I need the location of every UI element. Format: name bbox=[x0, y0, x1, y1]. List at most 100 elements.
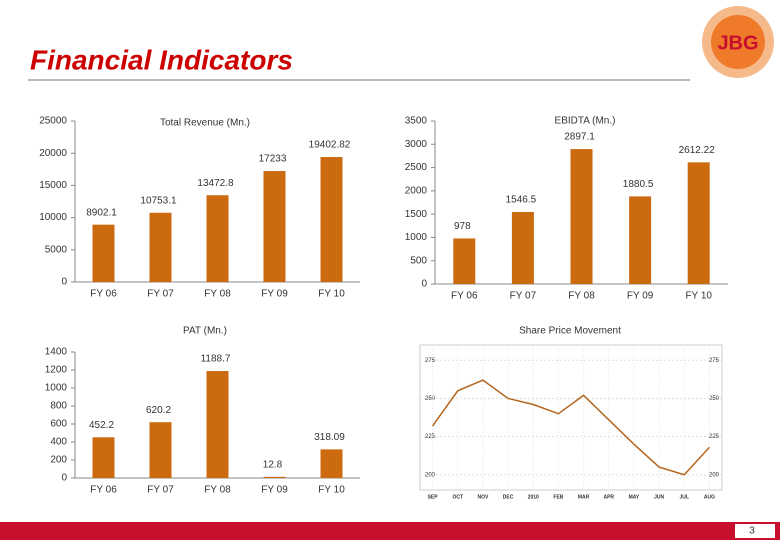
bar bbox=[263, 476, 286, 478]
y-tick-label-right: 225 bbox=[709, 434, 720, 440]
y-tick-label: 5000 bbox=[45, 244, 68, 255]
bar bbox=[570, 149, 593, 284]
y-tick-label-right: 275 bbox=[709, 358, 720, 364]
y-tick-label: 200 bbox=[425, 472, 436, 478]
y-tick-label: 15000 bbox=[39, 180, 67, 191]
value-label: 2897.1 bbox=[564, 132, 595, 143]
price-line bbox=[431, 379, 710, 476]
bar bbox=[320, 157, 343, 282]
x-tick-label: SEP bbox=[428, 494, 439, 500]
bar bbox=[453, 238, 476, 284]
bar bbox=[687, 162, 710, 284]
bar bbox=[149, 422, 172, 478]
y-tick-label: 2500 bbox=[405, 162, 428, 173]
x-tick-label: FY 09 bbox=[261, 485, 288, 496]
y-tick-label: 2000 bbox=[405, 185, 428, 196]
x-tick-label: NOV bbox=[477, 494, 489, 500]
x-tick-label: FY 08 bbox=[568, 291, 595, 302]
x-tick-label: FEB bbox=[553, 494, 563, 500]
value-label: 8902.1 bbox=[86, 207, 117, 218]
value-label: 1546.5 bbox=[506, 195, 537, 206]
y-tick-label: 0 bbox=[61, 277, 67, 288]
x-tick-label: JUL bbox=[680, 494, 689, 500]
x-tick-label: AUG bbox=[704, 494, 715, 500]
x-tick-label: FY 08 bbox=[204, 485, 231, 496]
x-tick-label: DEC bbox=[503, 494, 514, 500]
x-tick-label: FY 10 bbox=[318, 485, 345, 496]
logo-core bbox=[711, 15, 765, 69]
value-label: 12.8 bbox=[263, 459, 283, 470]
bar bbox=[206, 195, 229, 282]
x-tick-label: FY 09 bbox=[261, 289, 288, 300]
page-number: 3 bbox=[749, 526, 755, 537]
x-tick-label: OCT bbox=[452, 494, 463, 500]
x-tick-label: APR bbox=[603, 494, 614, 500]
value-label: 318.09 bbox=[314, 432, 345, 443]
value-label: 620.2 bbox=[146, 405, 171, 416]
value-label: 10753.1 bbox=[140, 195, 177, 206]
x-tick-label: 2010 bbox=[528, 494, 539, 500]
x-tick-label: FY 07 bbox=[147, 485, 174, 496]
value-label: 13472.8 bbox=[197, 178, 234, 189]
y-tick-label-right: 250 bbox=[709, 396, 720, 402]
value-label: 17233 bbox=[259, 154, 287, 165]
value-label: 978 bbox=[454, 221, 471, 232]
x-tick-label: FY 09 bbox=[627, 291, 654, 302]
y-tick-label: 600 bbox=[50, 419, 67, 430]
bar bbox=[629, 196, 652, 284]
bar bbox=[92, 437, 115, 478]
value-label: 19402.82 bbox=[309, 140, 351, 151]
bar bbox=[263, 171, 286, 282]
x-tick-label: FY 10 bbox=[318, 289, 345, 300]
y-tick-label: 0 bbox=[421, 279, 427, 290]
y-tick-label: 225 bbox=[425, 434, 436, 440]
y-tick-label: 400 bbox=[50, 437, 67, 448]
bar bbox=[320, 449, 343, 478]
y-tick-label: 0 bbox=[61, 473, 67, 484]
logo-text: JBG bbox=[717, 32, 758, 54]
bar bbox=[511, 211, 534, 284]
y-tick-label-right: 200 bbox=[709, 472, 720, 478]
bar bbox=[206, 371, 229, 478]
x-tick-label: MAY bbox=[629, 494, 640, 500]
slide-title: Financial Indicators bbox=[30, 44, 293, 75]
chart-title: Share Price Movement bbox=[519, 326, 621, 337]
bar bbox=[149, 212, 172, 282]
y-tick-label: 3000 bbox=[405, 139, 428, 150]
y-tick-label: 500 bbox=[410, 255, 427, 266]
x-tick-label: FY 07 bbox=[147, 289, 174, 300]
x-tick-label: FY 10 bbox=[685, 291, 712, 302]
bar bbox=[92, 224, 115, 282]
value-label: 452.2 bbox=[89, 420, 114, 431]
y-tick-label: 800 bbox=[50, 401, 67, 412]
x-tick-label: JUN bbox=[654, 494, 664, 500]
page-number-box bbox=[735, 524, 775, 538]
x-tick-label: FY 08 bbox=[204, 289, 231, 300]
value-label: 1188.7 bbox=[201, 354, 231, 365]
x-tick-label: FY 06 bbox=[451, 291, 478, 302]
chart-title: Total Revenue (Mn.) bbox=[160, 118, 250, 129]
y-tick-label: 10000 bbox=[39, 212, 67, 223]
plot-frame bbox=[419, 344, 723, 491]
y-tick-label: 275 bbox=[425, 358, 436, 364]
chart-title: PAT (Mn.) bbox=[183, 326, 227, 337]
footer-bar bbox=[0, 522, 780, 540]
y-tick-label: 1000 bbox=[45, 383, 68, 394]
logo: JBG bbox=[702, 6, 774, 78]
x-tick-label: MAR bbox=[578, 494, 590, 500]
y-tick-label: 20000 bbox=[39, 148, 67, 159]
value-label: 2612.22 bbox=[679, 145, 716, 156]
value-label: 1880.5 bbox=[623, 179, 654, 190]
y-tick-label: 1500 bbox=[405, 209, 428, 220]
y-tick-label: 250 bbox=[425, 396, 436, 402]
chart-title: EBIDTA (Mn.) bbox=[555, 116, 616, 127]
y-tick-label: 200 bbox=[50, 455, 67, 466]
y-tick-label: 1000 bbox=[405, 232, 428, 243]
y-tick-label: 25000 bbox=[39, 116, 67, 127]
x-tick-label: FY 06 bbox=[90, 485, 117, 496]
y-tick-label: 1400 bbox=[45, 347, 68, 358]
x-tick-label: FY 07 bbox=[510, 291, 537, 302]
y-tick-label: 3500 bbox=[405, 116, 428, 127]
y-tick-label: 1200 bbox=[45, 365, 68, 376]
